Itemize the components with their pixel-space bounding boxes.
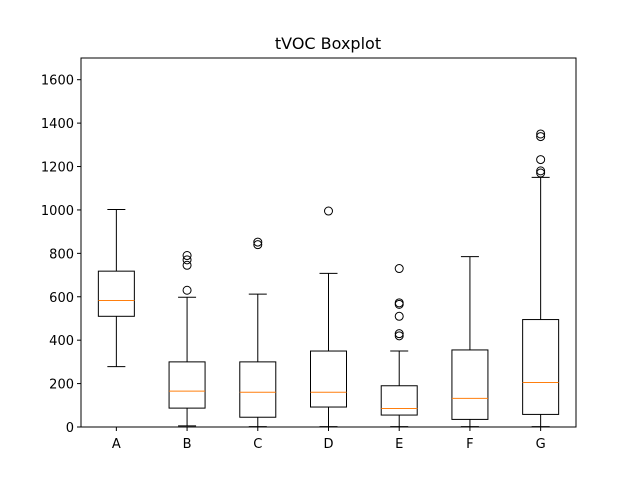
outlier-point: [536, 168, 546, 178]
y-tick-label: 600: [49, 291, 74, 306]
y-tick-label: 1600: [41, 74, 74, 89]
box-A: [97, 209, 135, 368]
outlier-point: [536, 166, 546, 176]
y-tick-label: 400: [49, 334, 74, 349]
x-tick-label: D: [323, 437, 333, 452]
plot-frame: [80, 57, 577, 428]
iqr-box: [310, 350, 347, 408]
box-E: [380, 264, 418, 428]
iqr-box: [522, 319, 560, 415]
outlier-point: [182, 260, 192, 270]
outlier-point: [536, 132, 546, 142]
y-tick-label: 200: [49, 378, 74, 393]
y-axis: 0 200 400 600 800 1000 1200 1400 1600: [41, 74, 81, 436]
chart-title: tVOC Boxplot: [275, 34, 381, 53]
iqr-box: [168, 361, 206, 409]
outlier-point: [536, 129, 546, 139]
outlier-point: [394, 331, 404, 341]
iqr-box: [451, 349, 489, 420]
outlier-point: [324, 206, 333, 216]
outlier-point: [394, 264, 404, 274]
outlier-point: [253, 240, 263, 250]
box-C: [239, 237, 277, 428]
outlier-point: [394, 311, 404, 321]
y-tick-label: 800: [49, 247, 74, 262]
y-tick-label: 1200: [41, 161, 74, 176]
x-tick-label: B: [183, 437, 192, 452]
box-D: [310, 206, 347, 428]
outlier-point: [182, 251, 192, 261]
x-tick-label: C: [253, 437, 262, 452]
x-tick-label: E: [395, 437, 403, 452]
y-tick-label: 1000: [41, 204, 74, 219]
outlier-point: [182, 255, 192, 265]
outlier-point: [394, 329, 404, 339]
plot-area: [97, 129, 560, 428]
x-axis: A B C D E F G: [112, 427, 546, 452]
outlier-point: [253, 237, 263, 247]
outlier-point: [182, 285, 192, 295]
iqr-box: [97, 270, 135, 317]
iqr-box: [239, 361, 277, 418]
box-G: [522, 129, 560, 428]
outlier-point: [394, 298, 404, 308]
y-tick-label: 0: [66, 421, 74, 436]
x-tick-label: A: [112, 437, 121, 452]
iqr-box: [380, 385, 418, 416]
x-tick-label: G: [536, 437, 546, 452]
box-F: [451, 256, 489, 428]
outlier-point: [536, 155, 546, 165]
y-tick-label: 1400: [41, 117, 74, 132]
box-B: [168, 251, 206, 427]
x-tick-label: F: [466, 437, 473, 452]
